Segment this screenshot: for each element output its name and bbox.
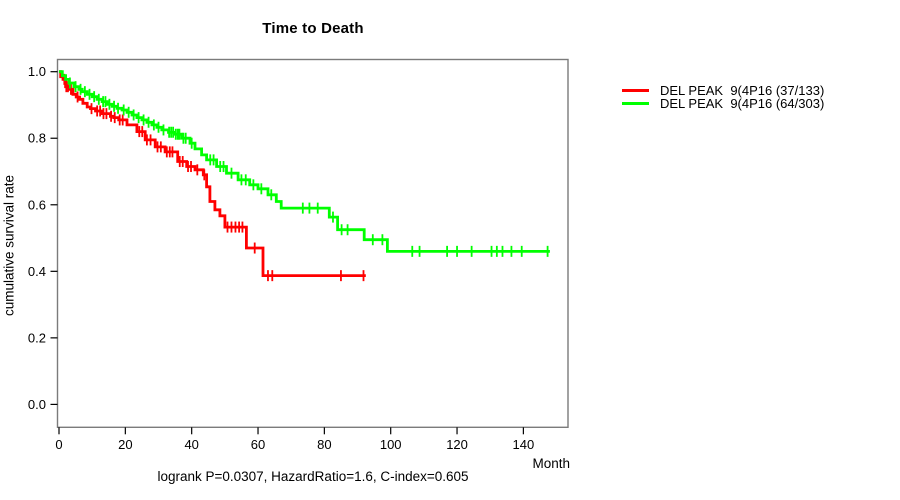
plot-frame: 0.0 0.2 0.4 0.6 0.8 1.0 0 20 40 60 80 100 120 140 [28, 58, 569, 452]
legend-item-green: DEL PEAK 9(4P16 (64/303) [622, 97, 824, 110]
x-tick-label-20: 20 [118, 437, 132, 452]
x-tick-label-140: 140 [513, 437, 535, 452]
y-tick-label-0.2: 0.2 [28, 330, 46, 345]
y-tick-label-0.4: 0.4 [28, 264, 46, 279]
y-tick-label-1.0: 1.0 [28, 64, 46, 79]
legend: DEL PEAK 9(4P16 (37/133) DEL PEAK 9(4P16… [622, 84, 824, 110]
plot-box [56, 58, 569, 428]
x-tick-label-100: 100 [380, 437, 402, 452]
y-tick-label-0.8: 0.8 [28, 131, 46, 146]
legend-label-red: DEL PEAK 9(4P16 (37/133) [660, 83, 825, 98]
legend-line-swatch-green [622, 102, 649, 105]
legend-line-swatch-red [622, 89, 649, 92]
y-tick-label-0.6: 0.6 [28, 197, 46, 212]
x-tick-label-80: 80 [317, 437, 331, 452]
chart-title: Time to Death [262, 20, 364, 37]
x-tick-label-0: 0 [55, 437, 62, 452]
x-axis-title: Month [532, 456, 570, 471]
statistics-annotation: logrank P=0.0307, HazardRatio=1.6, C-ind… [157, 469, 469, 484]
y-tick-label-0.0: 0.0 [28, 397, 46, 412]
survival-curve-0 [59, 70, 366, 277]
y-axis-title: cumulative survival rate [1, 174, 17, 317]
x-tick-label-60: 60 [251, 437, 265, 452]
survival-curves [59, 70, 550, 282]
x-tick-label-120: 120 [446, 437, 468, 452]
x-tick-label-40: 40 [184, 437, 198, 452]
legend-label-green: DEL PEAK 9(4P16 (64/303) [660, 96, 825, 111]
survival-curve-1 [59, 70, 550, 253]
legend-item-red: DEL PEAK 9(4P16 (37/133) [622, 84, 824, 97]
